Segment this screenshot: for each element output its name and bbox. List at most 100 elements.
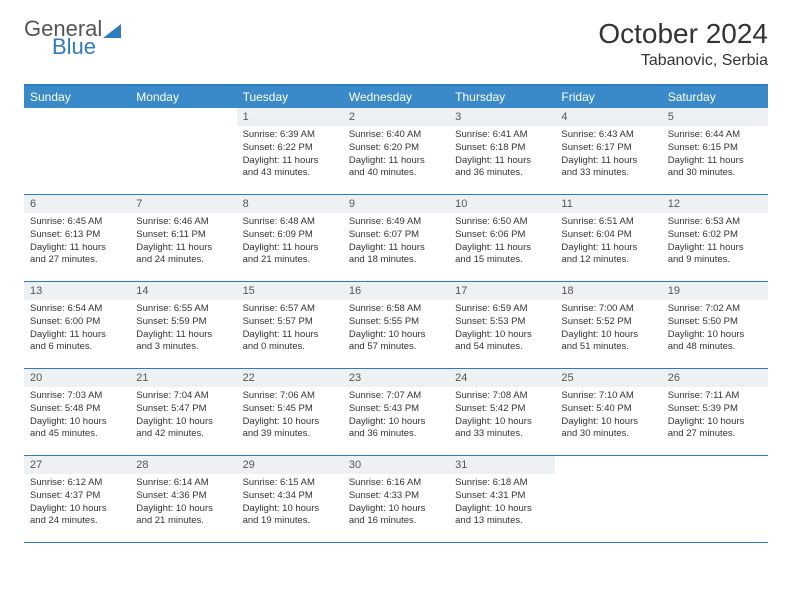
calendar-cell: 27Sunrise: 6:12 AMSunset: 4:37 PMDayligh… [24,456,130,542]
day-details: Sunrise: 6:16 AMSunset: 4:33 PMDaylight:… [343,474,449,534]
day-details: Sunrise: 6:39 AMSunset: 6:22 PMDaylight:… [237,126,343,186]
day-details: Sunrise: 6:58 AMSunset: 5:55 PMDaylight:… [343,300,449,360]
day-header-row: SundayMondayTuesdayWednesdayThursdayFrid… [24,86,768,108]
calendar-cell: 20Sunrise: 7:03 AMSunset: 5:48 PMDayligh… [24,369,130,455]
day-details: Sunrise: 6:50 AMSunset: 6:06 PMDaylight:… [449,213,555,273]
day-number: 19 [662,282,768,300]
week-row: 27Sunrise: 6:12 AMSunset: 4:37 PMDayligh… [24,456,768,543]
day-details: Sunrise: 6:57 AMSunset: 5:57 PMDaylight:… [237,300,343,360]
calendar-cell: 24Sunrise: 7:08 AMSunset: 5:42 PMDayligh… [449,369,555,455]
day-details: Sunrise: 7:02 AMSunset: 5:50 PMDaylight:… [662,300,768,360]
day-details: Sunrise: 6:14 AMSunset: 4:36 PMDaylight:… [130,474,236,534]
week-row: 20Sunrise: 7:03 AMSunset: 5:48 PMDayligh… [24,369,768,456]
calendar-cell: 3Sunrise: 6:41 AMSunset: 6:18 PMDaylight… [449,108,555,194]
day-number: 30 [343,456,449,474]
day-details: Sunrise: 6:15 AMSunset: 4:34 PMDaylight:… [237,474,343,534]
day-details: Sunrise: 6:46 AMSunset: 6:11 PMDaylight:… [130,213,236,273]
day-details: Sunrise: 7:03 AMSunset: 5:48 PMDaylight:… [24,387,130,447]
day-details: Sunrise: 6:12 AMSunset: 4:37 PMDaylight:… [24,474,130,534]
day-number: 14 [130,282,236,300]
calendar-cell: .. [555,456,661,542]
calendar-cell: 15Sunrise: 6:57 AMSunset: 5:57 PMDayligh… [237,282,343,368]
logo: GeneralBlue [24,18,125,58]
calendar-cell: 28Sunrise: 6:14 AMSunset: 4:36 PMDayligh… [130,456,236,542]
day-number: 18 [555,282,661,300]
day-number: 1 [237,108,343,126]
calendar-cell: 2Sunrise: 6:40 AMSunset: 6:20 PMDaylight… [343,108,449,194]
calendar-cell: 1Sunrise: 6:39 AMSunset: 6:22 PMDaylight… [237,108,343,194]
day-details: Sunrise: 6:51 AMSunset: 6:04 PMDaylight:… [555,213,661,273]
logo-part2: Blue [52,36,125,58]
week-row: 13Sunrise: 6:54 AMSunset: 6:00 PMDayligh… [24,282,768,369]
calendar-cell: 4Sunrise: 6:43 AMSunset: 6:17 PMDaylight… [555,108,661,194]
day-number: 16 [343,282,449,300]
calendar-cell: 21Sunrise: 7:04 AMSunset: 5:47 PMDayligh… [130,369,236,455]
day-details: Sunrise: 7:06 AMSunset: 5:45 PMDaylight:… [237,387,343,447]
day-details: Sunrise: 7:00 AMSunset: 5:52 PMDaylight:… [555,300,661,360]
day-details: Sunrise: 6:55 AMSunset: 5:59 PMDaylight:… [130,300,236,360]
calendar-cell: 8Sunrise: 6:48 AMSunset: 6:09 PMDaylight… [237,195,343,281]
day-number: 20 [24,369,130,387]
day-details: Sunrise: 7:11 AMSunset: 5:39 PMDaylight:… [662,387,768,447]
calendar-cell: 29Sunrise: 6:15 AMSunset: 4:34 PMDayligh… [237,456,343,542]
day-details: Sunrise: 7:08 AMSunset: 5:42 PMDaylight:… [449,387,555,447]
day-number: 9 [343,195,449,213]
day-number: 8 [237,195,343,213]
week-row: 6Sunrise: 6:45 AMSunset: 6:13 PMDaylight… [24,195,768,282]
day-number: 2 [343,108,449,126]
day-details: Sunrise: 6:59 AMSunset: 5:53 PMDaylight:… [449,300,555,360]
day-number: 26 [662,369,768,387]
day-details: Sunrise: 6:43 AMSunset: 6:17 PMDaylight:… [555,126,661,186]
day-details: Sunrise: 6:54 AMSunset: 6:00 PMDaylight:… [24,300,130,360]
calendar-cell: 26Sunrise: 7:11 AMSunset: 5:39 PMDayligh… [662,369,768,455]
calendar-grid: .... 1Sunrise: 6:39 AMSunset: 6:22 PMDayl… [24,108,768,543]
day-number: 31 [449,456,555,474]
calendar-cell: 6Sunrise: 6:45 AMSunset: 6:13 PMDaylight… [24,195,130,281]
day-header-wednesday: Wednesday [343,86,449,108]
day-number: 12 [662,195,768,213]
day-details: Sunrise: 7:04 AMSunset: 5:47 PMDaylight:… [130,387,236,447]
day-number: 4 [555,108,661,126]
day-details: Sunrise: 6:53 AMSunset: 6:02 PMDaylight:… [662,213,768,273]
day-number: 25 [555,369,661,387]
day-number: 21 [130,369,236,387]
day-header-sunday: Sunday [24,86,130,108]
day-number: 15 [237,282,343,300]
calendar-cell: .. [24,108,130,194]
day-number: 13 [24,282,130,300]
location: Tabanovic, Serbia [598,52,768,70]
calendar-cell: 9Sunrise: 6:49 AMSunset: 6:07 PMDaylight… [343,195,449,281]
calendar-cell: 14Sunrise: 6:55 AMSunset: 5:59 PMDayligh… [130,282,236,368]
day-details: Sunrise: 6:48 AMSunset: 6:09 PMDaylight:… [237,213,343,273]
day-number: 28 [130,456,236,474]
day-number: 22 [237,369,343,387]
day-header-tuesday: Tuesday [237,86,343,108]
day-number: 29 [237,456,343,474]
calendar-cell: 11Sunrise: 6:51 AMSunset: 6:04 PMDayligh… [555,195,661,281]
week-row: ....1Sunrise: 6:39 AMSunset: 6:22 PMDayl… [24,108,768,195]
day-number: 27 [24,456,130,474]
day-number: 11 [555,195,661,213]
calendar-cell: 25Sunrise: 7:10 AMSunset: 5:40 PMDayligh… [555,369,661,455]
calendar-cell: 23Sunrise: 7:07 AMSunset: 5:43 PMDayligh… [343,369,449,455]
calendar: SundayMondayTuesdayWednesdayThursdayFrid… [24,84,768,543]
calendar-cell: 31Sunrise: 6:18 AMSunset: 4:31 PMDayligh… [449,456,555,542]
day-number: 3 [449,108,555,126]
calendar-cell: 13Sunrise: 6:54 AMSunset: 6:00 PMDayligh… [24,282,130,368]
day-number: 24 [449,369,555,387]
day-number: 7 [130,195,236,213]
calendar-cell: 16Sunrise: 6:58 AMSunset: 5:55 PMDayligh… [343,282,449,368]
day-number: 10 [449,195,555,213]
day-header-saturday: Saturday [662,86,768,108]
calendar-cell: 22Sunrise: 7:06 AMSunset: 5:45 PMDayligh… [237,369,343,455]
day-details: Sunrise: 7:07 AMSunset: 5:43 PMDaylight:… [343,387,449,447]
calendar-cell: 7Sunrise: 6:46 AMSunset: 6:11 PMDaylight… [130,195,236,281]
calendar-cell: 30Sunrise: 6:16 AMSunset: 4:33 PMDayligh… [343,456,449,542]
title-block: October 2024 Tabanovic, Serbia [598,18,768,70]
day-details: Sunrise: 6:44 AMSunset: 6:15 PMDaylight:… [662,126,768,186]
day-details: Sunrise: 6:45 AMSunset: 6:13 PMDaylight:… [24,213,130,273]
day-header-thursday: Thursday [449,86,555,108]
day-number: 5 [662,108,768,126]
month-title: October 2024 [598,18,768,50]
day-details: Sunrise: 6:41 AMSunset: 6:18 PMDaylight:… [449,126,555,186]
